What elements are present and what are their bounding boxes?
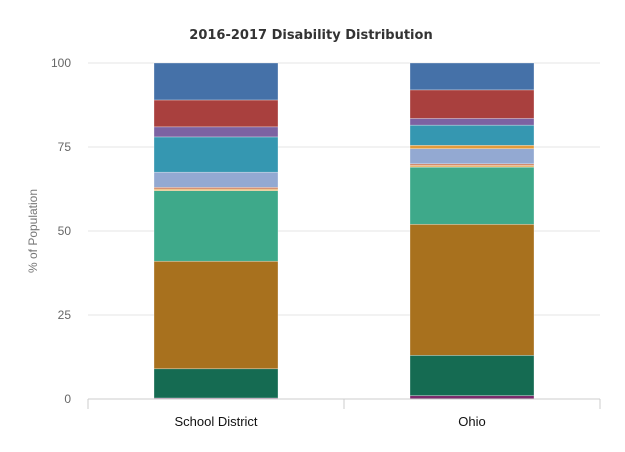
bar-segment [409, 124, 535, 146]
bar-segment [153, 62, 279, 101]
y-tick-label: 75 [58, 140, 72, 154]
bar-segment [409, 148, 535, 165]
x-axis-labels: School District Ohio [174, 414, 485, 429]
y-tick-label: 100 [51, 56, 71, 70]
x-axis [87, 398, 601, 409]
bar-segment [409, 118, 535, 126]
bar-segment [409, 62, 535, 91]
x-tick-label: School District [174, 414, 257, 429]
chart-title: 2016-2017 Disability Distribution [189, 28, 432, 43]
y-tick-label: 50 [58, 224, 72, 238]
bar-segment [409, 166, 535, 225]
y-tick-label: 0 [64, 392, 71, 406]
bar-segment [153, 260, 279, 370]
bar-segment [153, 126, 279, 138]
bar-segment [153, 190, 279, 262]
bars [153, 62, 535, 400]
y-tick-label: 25 [58, 308, 72, 322]
bar-segment [153, 171, 279, 188]
bar-segment [409, 395, 535, 400]
bar-segment [409, 145, 535, 149]
bar-segment [409, 89, 535, 119]
x-tick-label: Ohio [458, 414, 485, 429]
bar-stack [409, 62, 535, 400]
bar-segment [153, 99, 279, 128]
bar-segment [153, 136, 279, 173]
y-axis-title: % of Population [26, 189, 40, 273]
y-axis-ticks: 0 25 50 75 100 [51, 56, 71, 406]
bar-segment [153, 368, 279, 399]
bar-stack [153, 62, 279, 400]
bar-segment [409, 355, 535, 396]
bar-segment [409, 223, 535, 356]
